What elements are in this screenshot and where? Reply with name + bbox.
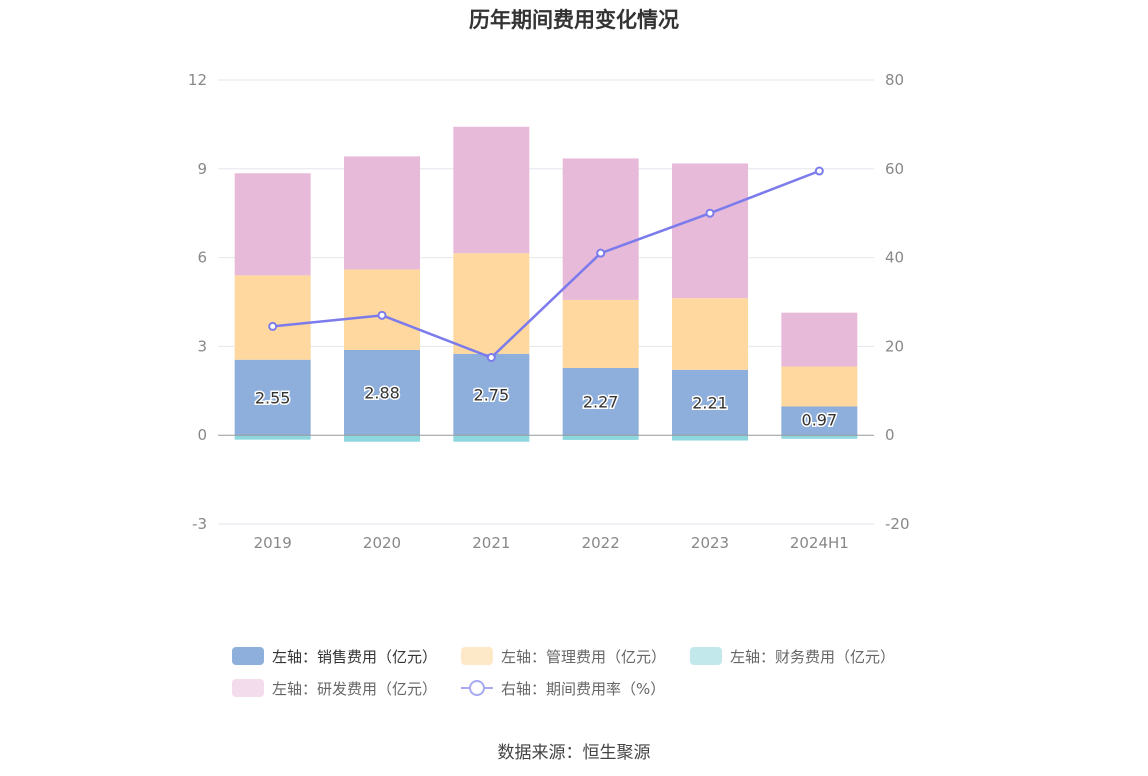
bar-finance <box>453 435 530 442</box>
legend-item-rate[interactable]: 右轴：期间费用率（%） <box>461 678 665 699</box>
data-label-sales: 2.88 <box>364 384 400 403</box>
bar-sales <box>453 353 530 436</box>
legend-label-rnd: 左轴：研发费用（亿元） <box>272 679 438 698</box>
bar-rnd <box>453 126 530 254</box>
bar-admin <box>453 253 530 354</box>
legend-swatch-rnd <box>232 679 264 697</box>
bar-admin <box>672 298 748 370</box>
bar-sales <box>562 368 639 436</box>
bar-rnd <box>344 156 420 270</box>
bar-finance <box>781 435 858 439</box>
bar-rnd <box>234 173 311 276</box>
rate-line <box>272 169 820 359</box>
right-axis-tick-label: 0 <box>885 426 895 444</box>
x-axis-tick-label: 2021 <box>472 534 510 552</box>
bar-finance <box>234 435 311 440</box>
data-label-sales: 2.27 <box>583 393 619 412</box>
bar-finance <box>562 435 639 440</box>
rate-point <box>377 310 387 320</box>
rate-point <box>268 321 278 331</box>
legend-item-rnd[interactable]: 左轴：研发费用（亿元） <box>232 678 437 699</box>
x-axis-tick-label: 2020 <box>363 534 401 552</box>
left-axis-tick-label: 3 <box>197 337 207 355</box>
rate-point <box>814 166 824 176</box>
bar-admin <box>234 275 311 360</box>
left-axis-tick-label: 0 <box>197 426 207 444</box>
x-axis-tick-label: 2023 <box>691 534 729 552</box>
data-label-sales: 2.55 <box>255 388 291 407</box>
legend-swatch-sales <box>232 647 264 665</box>
legend-swatch-finance <box>690 647 723 665</box>
bar-admin <box>562 299 639 369</box>
data-label-sales: 0.97 <box>802 410 838 429</box>
bar-admin <box>344 269 420 350</box>
legend-item-sales[interactable]: 左轴：销售费用（亿元） <box>232 646 437 667</box>
right-axis-tick-label: -20 <box>885 515 910 533</box>
data-source: 数据来源：恒生聚源 <box>497 743 651 763</box>
x-axis-tick-label: 2022 <box>582 534 620 552</box>
bar-admin <box>781 366 858 407</box>
x-axis-tick-label: 2019 <box>254 534 292 552</box>
right-axis-tick-label: 40 <box>885 249 904 267</box>
legend: 左轴：销售费用（亿元） 左轴：管理费用（亿元） 左轴：财务费用（亿元） 左轴：研… <box>232 640 952 704</box>
x-axis-tick-label: 2024H1 <box>790 534 849 552</box>
rate-point <box>486 353 496 362</box>
data-label-sales: 2.75 <box>474 386 510 405</box>
legend-item-finance[interactable]: 左轴：财务费用（亿元） <box>690 646 895 667</box>
legend-label-sales: 左轴：销售费用（亿元） <box>272 647 438 666</box>
legend-item-admin[interactable]: 左轴：管理费用（亿元） <box>461 646 666 667</box>
legend-swatch-admin <box>461 647 494 665</box>
rate-point <box>705 208 715 218</box>
chart-title: 历年期间费用变化情况 <box>469 8 679 32</box>
bar-sales <box>234 359 311 436</box>
right-axis-tick-label: 20 <box>885 337 904 355</box>
bar-finance <box>672 435 748 441</box>
legend-label-rate: 右轴：期间费用率（%） <box>501 679 666 698</box>
bar-sales <box>344 349 420 436</box>
legend-swatch-rate <box>461 679 494 697</box>
left-axis-tick-label: 6 <box>197 249 207 267</box>
left-axis-tick-label: 9 <box>197 160 207 178</box>
bar-sales <box>672 369 748 436</box>
left-axis-tick-label: -3 <box>192 515 207 533</box>
legend-label-finance: 左轴：财务费用（亿元） <box>730 647 896 666</box>
bar-finance <box>344 435 420 442</box>
right-axis-tick-label: 60 <box>885 160 904 178</box>
rate-point <box>596 248 606 258</box>
bar-sales <box>781 406 858 436</box>
bar-rnd <box>781 312 858 367</box>
left-axis-tick-label: 12 <box>188 71 207 89</box>
data-label-sales: 2.21 <box>692 393 728 412</box>
legend-label-admin: 左轴：管理费用（亿元） <box>501 647 667 666</box>
bar-rnd <box>672 163 748 299</box>
right-axis-tick-label: 80 <box>885 71 904 89</box>
